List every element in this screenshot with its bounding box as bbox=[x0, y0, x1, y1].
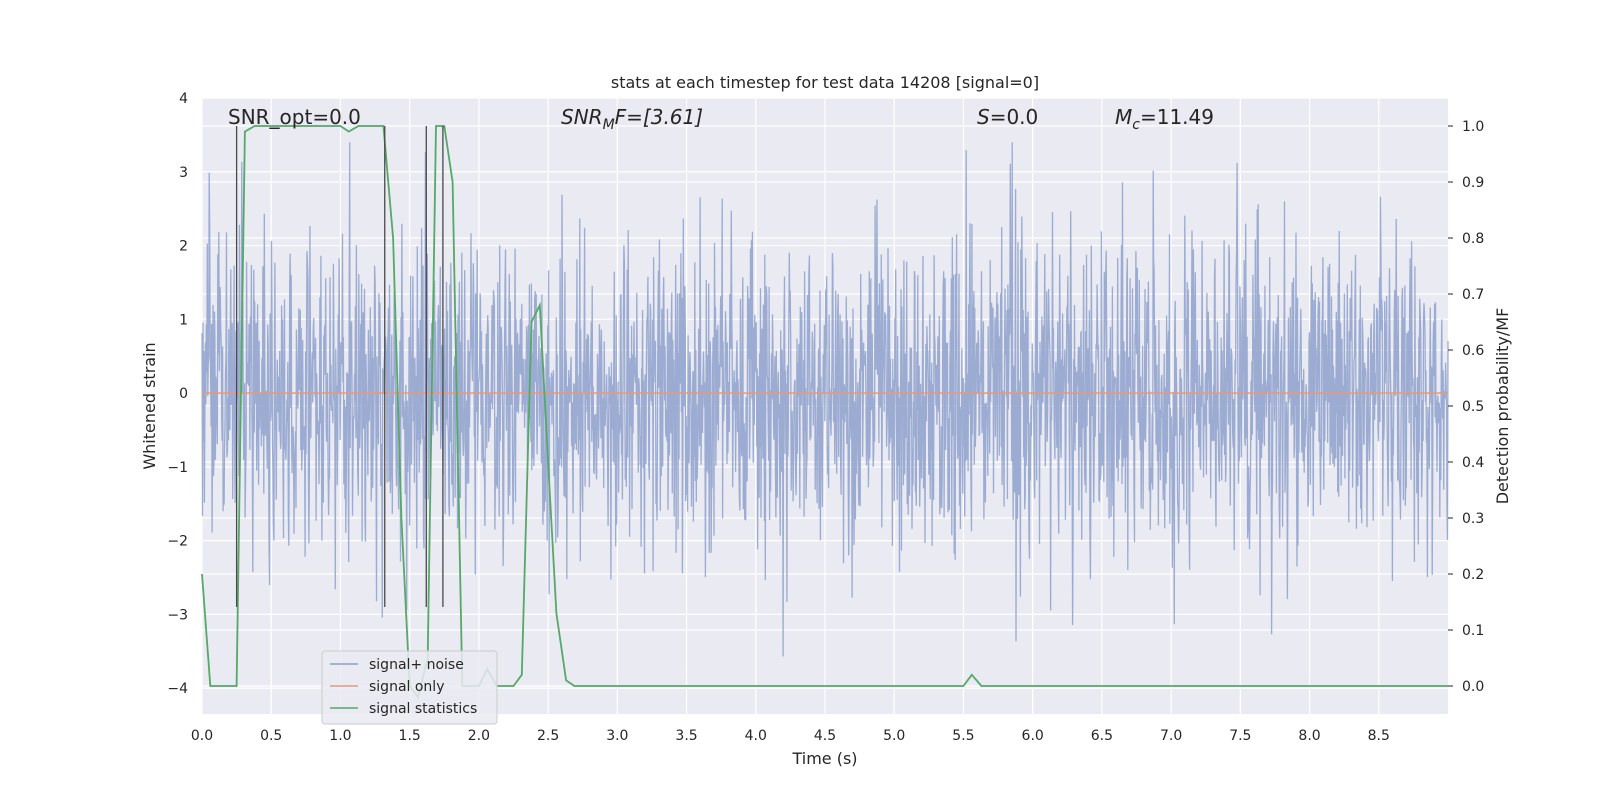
annotation-snr-mf-rest: F=[3.61] bbox=[615, 105, 703, 129]
annotation-mc-sub: c bbox=[1132, 117, 1140, 133]
y2-tick-label: 0.9 bbox=[1462, 175, 1484, 191]
legend-label-signal-noise: signal+ noise bbox=[369, 657, 464, 673]
y-tick-label: 3 bbox=[179, 165, 188, 181]
y2-axis-label: Detection probability/MF bbox=[1493, 308, 1512, 505]
y-tick-label: −4 bbox=[167, 681, 188, 697]
x-tick-label: 6.5 bbox=[1091, 728, 1113, 744]
y-tick-label: 4 bbox=[179, 91, 188, 107]
x-tick-label: 6.0 bbox=[1022, 728, 1044, 744]
vertical-markers bbox=[235, 126, 444, 608]
x-tick-label: 4.5 bbox=[814, 728, 836, 744]
y-tick-label: −1 bbox=[167, 460, 188, 476]
y2-tick-label: 0.1 bbox=[1462, 623, 1484, 639]
y-tick-label: −2 bbox=[167, 534, 188, 550]
x-tick-label: 1.5 bbox=[399, 728, 421, 744]
y2-tick-label: 0.3 bbox=[1462, 511, 1484, 527]
x-tick-label: 0.0 bbox=[191, 728, 213, 744]
y-tick-labels: 4 3 2 1 0 −1 −2 −3 −4 bbox=[167, 91, 188, 697]
x-tick-label: 7.5 bbox=[1229, 728, 1251, 744]
legend-box bbox=[321, 650, 498, 725]
x-tick-label: 0.5 bbox=[260, 728, 282, 744]
y2-tick-label: 1.0 bbox=[1462, 119, 1484, 135]
x-tick-label: 7.0 bbox=[1160, 728, 1182, 744]
x-tick-labels: 0.0 0.5 1.0 1.5 2.0 2.5 3.0 3.5 4.0 4.5 5.0 5.5 6.0 6… bbox=[191, 728, 1390, 744]
y2-tick-label: 0.2 bbox=[1462, 567, 1484, 583]
annotation-s-rest: =0.0 bbox=[990, 105, 1039, 129]
annotation-snr-opt: SNR_opt=0.0 bbox=[228, 105, 361, 129]
legend-label-signal-only: signal only bbox=[369, 679, 444, 695]
y-tick-label: 2 bbox=[179, 239, 188, 255]
y2-tick-label: 0.4 bbox=[1462, 455, 1484, 471]
y2-tick-labels: 1.0 0.9 0.8 0.7 0.6 0.5 0.4 0.3 0.2 0.1 0.0 bbox=[1448, 119, 1484, 695]
annotation-s-main: S bbox=[977, 105, 990, 129]
annotation-snr-mf: SNRMF=[3.61] bbox=[561, 105, 703, 133]
y2-tick-label: 0.0 bbox=[1462, 679, 1484, 695]
annotation-mc: Mc=11.49 bbox=[1115, 105, 1214, 133]
y2-tick-label: 0.5 bbox=[1462, 399, 1484, 415]
x-tick-label: 2.0 bbox=[468, 728, 490, 744]
annotation-mc-main: M bbox=[1115, 105, 1132, 129]
y-tick-label: −3 bbox=[167, 607, 188, 623]
y2-tick-label: 0.6 bbox=[1462, 343, 1484, 359]
chart-title: stats at each timestep for test data 142… bbox=[611, 73, 1039, 92]
x-tick-label: 3.0 bbox=[606, 728, 628, 744]
noise-line bbox=[201, 142, 1449, 657]
annotation-mc-rest: =11.49 bbox=[1140, 105, 1214, 129]
x-tick-label: 1.0 bbox=[329, 728, 351, 744]
x-tick-label: 5.5 bbox=[952, 728, 974, 744]
annotation-snr-mf-main: SNR bbox=[561, 105, 603, 129]
y2-tick-label: 0.7 bbox=[1462, 287, 1484, 303]
annotation-s: S=0.0 bbox=[977, 105, 1038, 129]
x-tick-label: 5.0 bbox=[883, 728, 905, 744]
x-tick-label: 4.0 bbox=[745, 728, 767, 744]
legend-label-signal-statistics: signal statistics bbox=[369, 701, 477, 717]
y-tick-label: 1 bbox=[179, 312, 188, 328]
legend: signal+ noise signal only signal statist… bbox=[321, 650, 498, 725]
x-tick-label: 2.5 bbox=[537, 728, 559, 744]
y2-tick-label: 0.8 bbox=[1462, 231, 1484, 247]
y-axis-label: Whitened strain bbox=[140, 342, 159, 469]
y-tick-label: 0 bbox=[179, 386, 188, 402]
annotation-snr-mf-sub: M bbox=[603, 117, 615, 133]
x-tick-label: 8.5 bbox=[1368, 728, 1390, 744]
x-axis-label: Time (s) bbox=[791, 749, 857, 768]
series-signal-noise bbox=[201, 142, 1449, 657]
x-tick-label: 3.5 bbox=[675, 728, 697, 744]
x-tick-label: 8.0 bbox=[1298, 728, 1320, 744]
